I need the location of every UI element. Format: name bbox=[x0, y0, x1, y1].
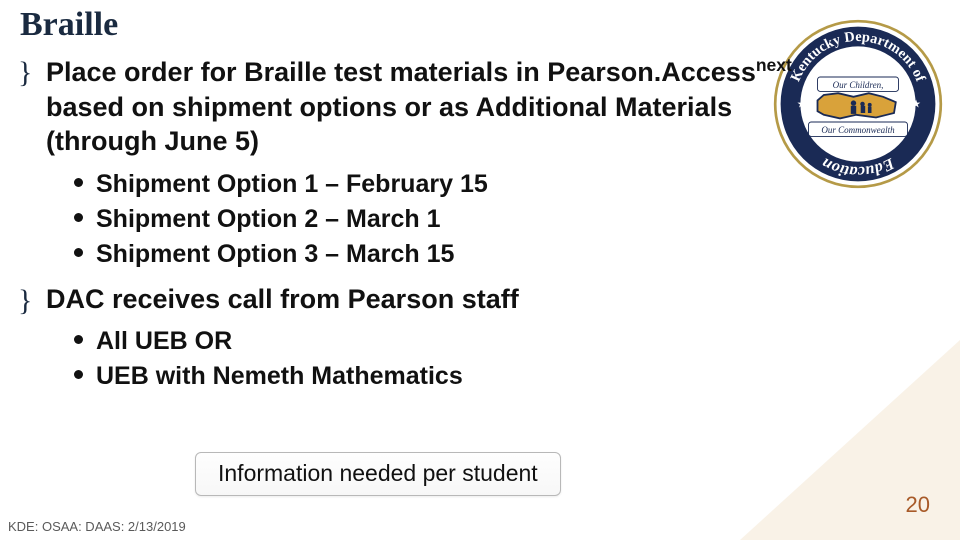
main-bullet-1: } Place order for Braille test materials… bbox=[18, 54, 798, 159]
brace-icon: } bbox=[18, 282, 32, 320]
slide: { "title": "Braille", "bullets": [ { "te… bbox=[0, 0, 960, 540]
bullet-dot-icon bbox=[74, 248, 83, 257]
info-box: Information needed per student bbox=[195, 452, 561, 496]
sub-item-label: Shipment Option 2 – March 1 bbox=[96, 205, 441, 233]
main-bullet-2: } DAC receives call from Pearson staff bbox=[18, 282, 798, 317]
content-area: } Place order for Braille test materials… bbox=[18, 54, 798, 404]
footer-left: KDE: OSAA: DAAS: 2/13/2019 bbox=[8, 519, 186, 534]
sub-item-label: All UEB OR bbox=[96, 327, 232, 355]
brace-icon: } bbox=[18, 54, 32, 92]
bullet-2-text: DAC receives call from Pearson staff bbox=[46, 284, 519, 314]
sub-item: UEB with Nemeth Mathematics bbox=[74, 359, 798, 394]
sub-item: Shipment Option 2 – March 1 bbox=[74, 202, 798, 237]
sub-item-label: Shipment Option 3 – March 15 bbox=[96, 240, 454, 268]
bullet-1-post: based on shipment options or as Addition… bbox=[46, 92, 732, 157]
sub-item-label: Shipment Option 1 – February 15 bbox=[96, 170, 488, 198]
svg-text:Our Children,: Our Children, bbox=[833, 80, 884, 90]
svg-text:Our Commonwealth: Our Commonwealth bbox=[821, 125, 895, 135]
sub-item: Shipment Option 3 – March 15 bbox=[74, 237, 798, 272]
bullet-1-sup: next bbox=[756, 55, 792, 75]
bullet-dot-icon bbox=[74, 178, 83, 187]
bullet-1-text: Place order for Braille test materials i… bbox=[46, 57, 792, 156]
page-title: Braille bbox=[20, 6, 118, 44]
svg-text:★: ★ bbox=[797, 99, 807, 111]
bullet-dot-icon bbox=[74, 370, 83, 379]
sub-item: Shipment Option 1 – February 15 bbox=[74, 167, 798, 202]
bullet-1-pre: Place order for Braille test materials i… bbox=[46, 57, 756, 87]
sub-list-2: All UEB OR UEB with Nemeth Mathematics bbox=[74, 324, 798, 394]
sub-list-1: Shipment Option 1 – February 15 Shipment… bbox=[74, 167, 798, 272]
sub-item: All UEB OR bbox=[74, 324, 798, 359]
sub-item-label: UEB with Nemeth Mathematics bbox=[96, 362, 463, 390]
bullet-dot-icon bbox=[74, 335, 83, 344]
svg-text:★: ★ bbox=[911, 99, 921, 111]
page-number: 20 bbox=[906, 492, 930, 518]
bullet-dot-icon bbox=[74, 213, 83, 222]
